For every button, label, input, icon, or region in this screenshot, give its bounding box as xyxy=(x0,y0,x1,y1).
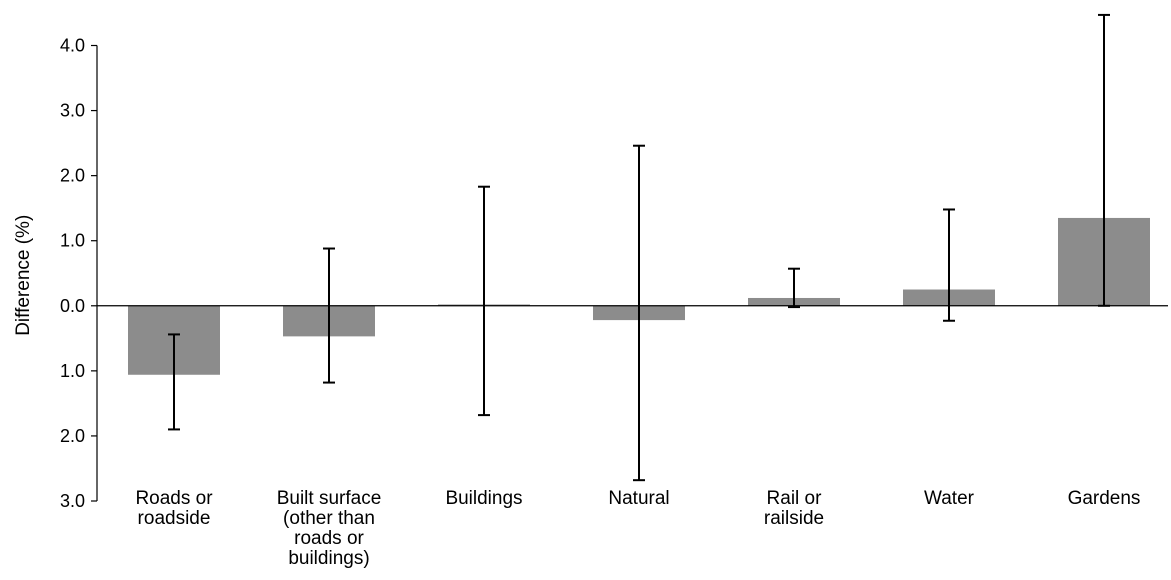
error-bars xyxy=(168,13,1110,482)
y-tick-label: 2.0 xyxy=(60,426,85,446)
y-tick-label: 3.0 xyxy=(60,491,85,511)
category-label-line: roads or xyxy=(294,528,364,549)
category-label-line: railside xyxy=(764,508,824,529)
y-axis: 4.0 3.0 2.0 1.0 0.0 1.0 2.0 3.0 xyxy=(60,36,98,511)
category-label-line: Rail or xyxy=(767,488,823,509)
category-label-line: Built surface xyxy=(277,488,382,509)
category-label-line: Roads or xyxy=(135,488,213,509)
category-label: Natural xyxy=(608,488,669,509)
y-tick-label: 0.0 xyxy=(60,296,85,316)
category-label: Gardens xyxy=(1068,488,1141,509)
error-bar xyxy=(788,267,800,309)
category-label-line: Gardens xyxy=(1068,488,1141,509)
category-label: Buildings xyxy=(445,488,522,509)
y-tick-label: 3.0 xyxy=(60,101,85,121)
y-tick-label: 2.0 xyxy=(60,166,85,186)
category-label-line: Natural xyxy=(608,488,669,509)
error-bar xyxy=(323,247,335,384)
y-axis-title: Difference (%) xyxy=(13,215,34,336)
error-bar xyxy=(943,208,955,322)
y-tick-label: 4.0 xyxy=(60,36,85,56)
category-label-line: buildings) xyxy=(288,548,369,569)
category-label: Built surface (other than roads or building… xyxy=(277,488,382,569)
error-bar xyxy=(478,185,490,417)
category-label: Water xyxy=(924,488,975,509)
category-label-line: Buildings xyxy=(445,488,522,509)
y-tick-label: 1.0 xyxy=(60,361,85,381)
error-bar xyxy=(168,333,180,431)
category-label-line: Water xyxy=(924,488,975,509)
category-label-line: roadside xyxy=(138,508,211,529)
error-bar xyxy=(633,144,645,482)
y-tick-label: 1.0 xyxy=(60,231,85,251)
category-labels: Roads or roadside Built surface (other than… xyxy=(135,488,1140,569)
category-label-line: (other than xyxy=(283,508,375,529)
category-label: Rail or railside xyxy=(764,488,824,529)
category-label: Roads or roadside xyxy=(135,488,213,529)
